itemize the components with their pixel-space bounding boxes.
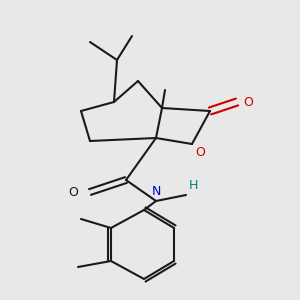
Text: O: O (68, 185, 78, 199)
Text: O: O (195, 146, 205, 160)
Text: H: H (189, 179, 198, 192)
Text: N: N (151, 185, 161, 198)
Text: O: O (243, 95, 253, 109)
